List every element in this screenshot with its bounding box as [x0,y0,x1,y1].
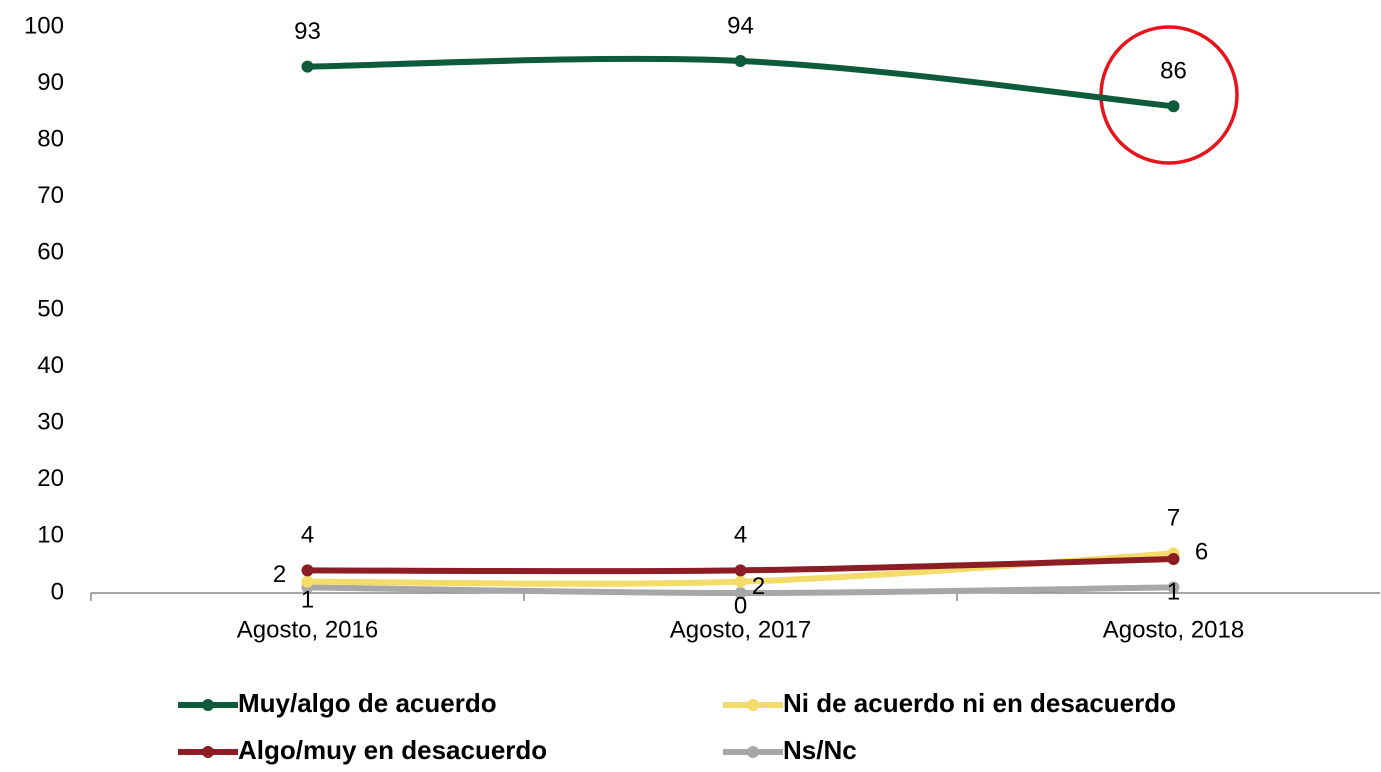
data-label: 7 [1167,505,1180,532]
data-point [734,54,747,67]
data-label: 4 [301,522,314,549]
data-label: 93 [294,18,321,45]
y-tick-label: 60 [37,239,64,266]
x-tick-label: Agosto, 2016 [237,616,378,643]
y-tick-label: 90 [37,69,64,96]
data-label: 2 [752,573,765,600]
y-tick-label: 70 [37,182,64,209]
data-label: 4 [734,522,747,549]
legend-label: Algo/muy en desacuerdo [238,735,547,765]
data-label: 94 [727,12,754,39]
data-point [734,575,747,588]
y-tick-label: 0 [51,578,64,605]
legend-label: Muy/algo de acuerdo [238,688,497,718]
data-point [301,60,314,73]
data-point [734,587,747,599]
data-label: 1 [1167,579,1180,606]
data-label: 2 [273,561,286,588]
y-tick-label: 20 [37,465,64,492]
legend-marker [202,746,214,758]
data-point [1167,553,1180,566]
data-label: 6 [1195,538,1208,565]
x-tick-label: Agosto, 2017 [670,616,811,643]
data-point [1167,100,1180,113]
legend-label: Ns/Nc [783,735,857,765]
y-tick-label: 30 [37,409,64,436]
data-label: 1 [301,587,314,614]
data-label: 86 [1160,58,1187,85]
x-tick-label: Agosto, 2018 [1103,616,1244,643]
y-tick-label: 10 [37,522,64,549]
data-label: 0 [734,592,747,619]
legend-label: Ni de acuerdo ni en desacuerdo [783,688,1176,718]
y-tick-label: 80 [37,126,64,153]
y-tick-label: 100 [24,12,64,39]
data-point [301,564,314,577]
y-tick-label: 50 [37,295,64,322]
legend-marker [747,699,759,711]
highlight-circle [1099,25,1239,165]
data-point [301,575,314,588]
legend-marker [747,746,759,758]
data-point [734,564,747,577]
legend-marker [202,699,214,711]
data-point [1167,581,1180,594]
y-tick-label: 40 [37,352,64,379]
